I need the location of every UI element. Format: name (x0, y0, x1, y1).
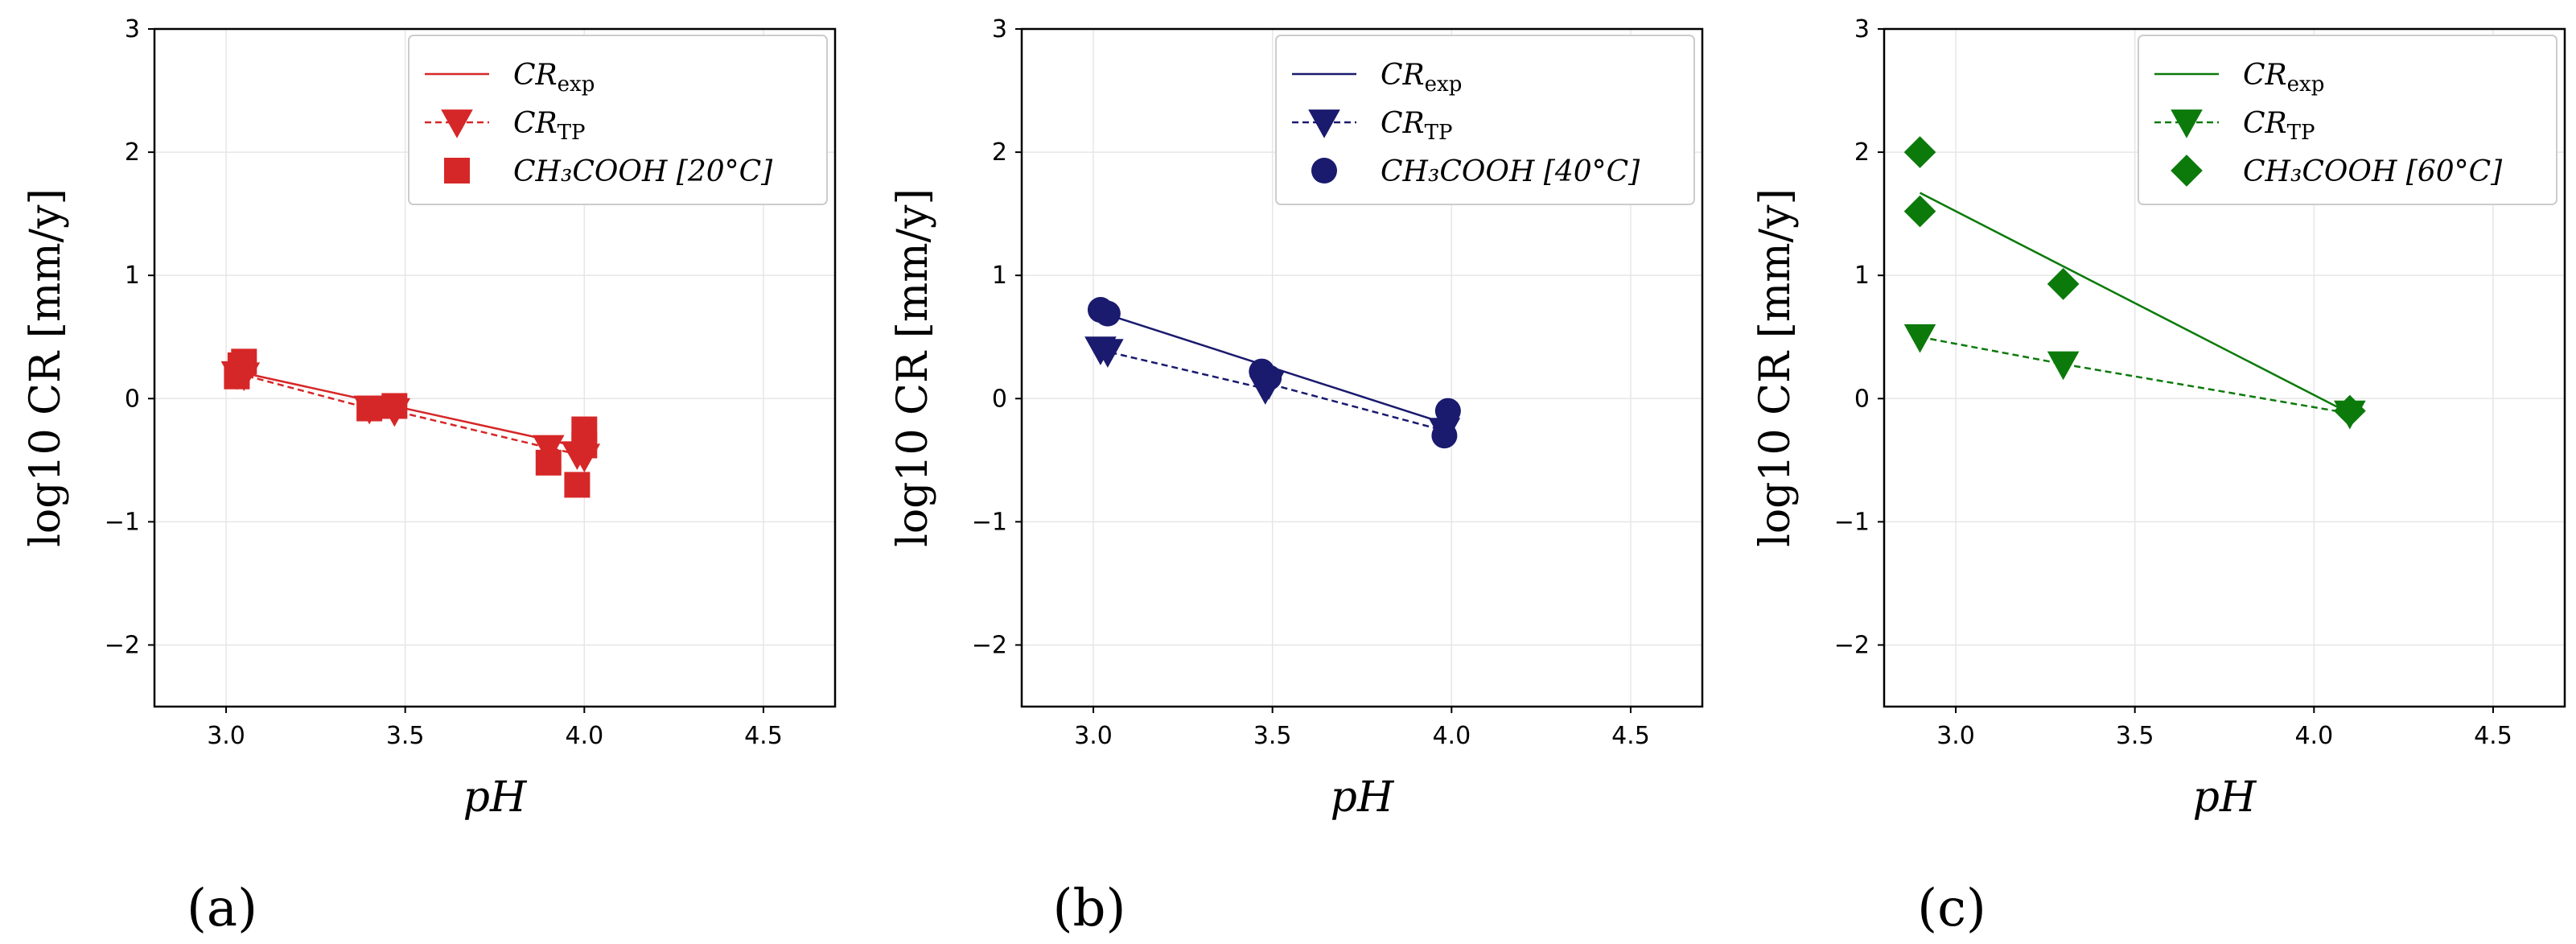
panel-label: (c) (1917, 879, 1986, 938)
x-tick-label: 3.5 (386, 722, 425, 750)
data-point (1256, 365, 1282, 391)
data-point (231, 348, 257, 375)
y-tick-label: 3 (1854, 15, 1870, 43)
legend-data-label: CH₃COOH [20°C] (513, 155, 773, 188)
legend-exp-label: CRexp (513, 59, 595, 97)
data-point (1431, 423, 1458, 449)
y-tick-label: −2 (1834, 631, 1870, 659)
data-point (571, 432, 598, 459)
tp-point (1092, 339, 1124, 368)
y-tick-label: −2 (105, 631, 140, 659)
exp-fit-line (237, 370, 585, 449)
y-tick-label: −1 (972, 508, 1007, 536)
x-tick-label: 4.5 (744, 722, 783, 750)
data-point (1434, 398, 1461, 424)
y-tick-label: 1 (125, 262, 140, 290)
series-solid-line (237, 370, 585, 449)
chart-panel-2: 3.0 3.5 4.0 4.5 −2 −1 0 1 2 3 pH log10 CR [mm/y] (b)… (889, 15, 1704, 938)
y-tick-label: 1 (1854, 262, 1870, 290)
plot-frame (153, 27, 837, 708)
legend: CRexp CRTP CH₃COOH [40°C] (1275, 35, 1695, 205)
tp-point (1903, 324, 1936, 353)
x-tick-label: 3.0 (1074, 722, 1113, 750)
x-tick-label: 4.0 (565, 722, 603, 750)
legend-box (2138, 35, 2557, 205)
x-tick-label: 4.0 (1432, 722, 1471, 750)
tp-point (2047, 351, 2080, 381)
legend-data-marker (1311, 158, 1337, 183)
x-tick-label: 4.5 (2474, 722, 2512, 750)
y-tick-label: 0 (125, 385, 140, 413)
y-tick-label: −1 (1834, 508, 1870, 536)
y-axis-label: log10 CR [mm/y] (889, 188, 937, 546)
series-solid-line (1919, 192, 2351, 414)
chart-panel-1: 3.0 3.5 4.0 4.5 −2 −1 0 1 2 3 pH log10 CR [mm/y] (a)… (22, 15, 837, 938)
tp-line (1920, 336, 2351, 414)
legend-tp-marker (441, 109, 473, 138)
y-tick-label: −2 (972, 631, 1007, 659)
tp-line (237, 373, 585, 458)
y-tick-label: −1 (105, 508, 140, 536)
plot-frame (1020, 27, 1704, 708)
chart-panel-3: 3.0 3.5 4.0 4.5 −2 −1 0 1 2 3 pH log10 CR [mm/y] (c)… (1751, 15, 2566, 938)
y-tick-label: 2 (125, 138, 140, 167)
data-point (564, 472, 591, 498)
x-tick-label: 4.0 (2294, 722, 2333, 750)
y-tick-label: 0 (992, 385, 1007, 413)
legend-box (408, 35, 828, 205)
panel-label: (a) (187, 879, 257, 938)
x-axis-label: pH (463, 773, 528, 822)
legend-tp-label: CRTP (513, 107, 586, 145)
y-axis-label: log10 CR [mm/y] (22, 188, 70, 546)
legend-tp-marker (1308, 109, 1340, 138)
legend-exp-label: CRexp (2243, 59, 2324, 97)
y-tick-label: 3 (125, 15, 140, 43)
legend-data-label: CH₃COOH [60°C] (2243, 155, 2503, 188)
legend: CRexp CRTP CH₃COOH [20°C] (408, 35, 828, 205)
data-point (2047, 268, 2080, 300)
x-tick-label: 3.0 (207, 722, 245, 750)
tp-point (532, 435, 565, 464)
legend-data-label: CH₃COOH [40°C] (1381, 155, 1640, 188)
data-point (2334, 394, 2366, 427)
data-point (1094, 300, 1121, 327)
data-point (535, 449, 562, 476)
data-point (381, 393, 408, 419)
series-marker (224, 348, 598, 498)
data-point (1903, 136, 1936, 168)
y-tick-label: 3 (992, 15, 1007, 43)
x-axis-label: pH (2193, 773, 2257, 822)
legend-tp-label: CRTP (1381, 107, 1453, 145)
legend-data-marker (2171, 155, 2203, 187)
legend: CRexp CRTP CH₃COOH [60°C] (2138, 35, 2557, 205)
x-tick-label: 4.5 (1611, 722, 1650, 750)
series-marker (1087, 297, 1461, 449)
y-axis-label: log10 CR [mm/y] (1751, 188, 1800, 546)
legend-tp-label: CRTP (2243, 107, 2315, 145)
legend-data-marker (444, 158, 470, 183)
legend-box (1275, 35, 1695, 205)
x-tick-label: 3.5 (2116, 722, 2154, 750)
x-tick-label: 3.0 (1936, 722, 1975, 750)
data-point (356, 395, 383, 422)
exp-fit-line (1919, 192, 2351, 414)
x-tick-label: 3.5 (1253, 722, 1292, 750)
panel-label: (b) (1053, 879, 1126, 938)
plot-frame (1883, 27, 2566, 708)
y-tick-label: 2 (1854, 138, 1870, 167)
x-axis-label: pH (1331, 773, 1395, 822)
legend-tp-marker (2171, 109, 2203, 138)
series-marker (1903, 136, 2366, 427)
data-point (1903, 195, 1936, 228)
y-tick-label: 1 (992, 262, 1007, 290)
legend-exp-label: CRexp (1381, 59, 1462, 97)
y-tick-label: 0 (1854, 385, 1870, 413)
y-tick-label: 2 (992, 138, 1007, 167)
